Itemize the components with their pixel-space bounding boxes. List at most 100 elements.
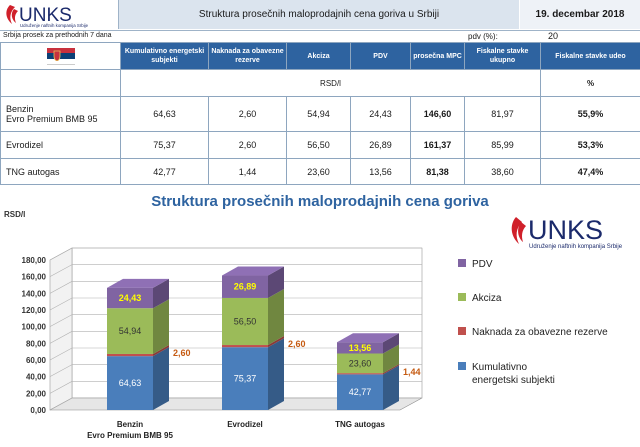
gridline (49, 297, 422, 311)
legend-label: Naknada za obavezne rezerve (472, 327, 608, 338)
cell-nak: 1,44 (208, 158, 287, 185)
legend-label: Kumulativno (472, 362, 527, 373)
bar-segment-side (383, 333, 399, 354)
pdv-label: pdv (%): (468, 32, 498, 41)
bar-segment-front (222, 275, 268, 298)
data-label: 54,94 (119, 326, 142, 336)
gridline (49, 281, 422, 294)
report-date: 19. decembar 2018 (520, 0, 640, 29)
cell-akc: 54,94 (286, 96, 351, 132)
legend-label: energetski subjekti (472, 375, 555, 386)
cell-kum: 42,77 (120, 158, 209, 185)
col-header-fiskalne-ukupno: Fiskalne stavke ukupno (464, 42, 541, 70)
logo-subtext: Udruženje naftnih kompanija Srbije (20, 23, 89, 28)
col-header-mpc: prosečna MPC (410, 42, 465, 70)
y-tick-label: 20,00 (26, 389, 47, 398)
legend-swatch (458, 259, 466, 267)
pdv-value: 20 (548, 31, 559, 41)
data-label: 64,63 (119, 378, 142, 388)
cell-fis: 85,99 (464, 131, 541, 159)
bar-segment-front (107, 287, 153, 309)
y-tick-label: 80,00 (26, 339, 47, 348)
logo-subtext: Udruženje naftnih kompanija Srbije (529, 244, 623, 250)
cell-udeo: 53,3% (540, 131, 640, 159)
unit-rsd: RSD/l (120, 69, 541, 97)
data-label: 13,56 (349, 343, 372, 353)
bar-segment-side (268, 336, 284, 348)
col-header-naknada: Naknada za obavezne rezerve (208, 42, 287, 70)
subheader-row: Srbija prosek za prethodnih 7 dana pdv (… (0, 30, 640, 43)
page-title: Struktura prosečnih maloprodajnih cena g… (119, 0, 519, 29)
bar-segment-side (153, 278, 169, 309)
bar-segment-front (337, 373, 383, 375)
cell-akc: 56,50 (286, 131, 351, 159)
col-header-pdv: PDV (350, 42, 411, 70)
cell-nak: 2,60 (208, 131, 287, 159)
bar-segment-front (337, 374, 383, 410)
fuel-name: TNG autogas (0, 158, 121, 185)
bar-segment-front (107, 353, 153, 357)
fuel-name: Evrodizel (0, 131, 121, 159)
cell-mpc: 161,37 (410, 131, 465, 159)
x-tick-sublabel: Evro Premium BMB 95 (87, 431, 173, 440)
price-table: Kumulativno energetski subjekti Naknada … (0, 42, 640, 185)
gridline (49, 264, 422, 277)
bar-segment-side (153, 299, 169, 354)
subtitle: Srbija prosek za prethodnih 7 dana (3, 32, 112, 39)
unks-logo-chart-graphic: UNKS Udruženje naftnih kompanija Srbije (511, 215, 623, 250)
bar-segment-side (153, 344, 169, 357)
bar-segment-side (153, 347, 169, 410)
cell-kum: 64,63 (120, 96, 209, 132)
cell-mpc: 146,60 (410, 96, 465, 132)
bar-segment-side (383, 365, 399, 410)
cell-pdv: 24,43 (350, 96, 411, 132)
bar-segment-side (268, 288, 284, 346)
data-label: 2,60 (173, 348, 191, 358)
bar-segment-side (383, 344, 399, 374)
legend-swatch (458, 293, 466, 301)
data-label: 42,77 (349, 387, 372, 397)
fuel-name: Benzin Evro Premium BMB 95 (0, 96, 121, 132)
y-tick-label: 40,00 (26, 373, 47, 382)
col-header-kumulativno: Kumulativno energetski subjekti (120, 42, 209, 70)
legend-label: Akciza (472, 293, 502, 304)
table-row: TNG autogas 42,77 1,44 23,60 13,56 81,38… (0, 158, 640, 185)
x-tick-label: TNG autogas (335, 420, 385, 429)
gridline (49, 247, 422, 261)
bar-segment-front (337, 353, 383, 374)
gridline (49, 347, 422, 361)
bar-segment-front (222, 345, 268, 348)
flag-cell (0, 42, 121, 70)
data-label: 26,89 (234, 282, 257, 292)
gridline (49, 364, 422, 377)
gridline (49, 314, 422, 327)
y-tick-label: 60,00 (26, 356, 47, 365)
gridline (49, 381, 422, 394)
table-row: Benzin Evro Premium BMB 95 64,63 2,60 54,… (0, 96, 640, 132)
bar-segment-front (222, 297, 268, 346)
unks-logo: UNKS Udruženje naftnih kompanija Srbije (0, 0, 119, 29)
data-label: 2,60 (288, 339, 306, 349)
col-header-fiskalne-udeo: Fiskalne stavke udeo (540, 42, 640, 70)
data-label: 75,37 (234, 374, 257, 384)
y-axis-label: RSD/l (4, 210, 25, 219)
header: UNKS Udruženje naftnih kompanija Srbije … (0, 0, 640, 30)
legend-label: PDV (472, 259, 493, 270)
cell-pdv: 26,89 (350, 131, 411, 159)
bar-segment-front (337, 342, 383, 354)
bar-segment-side (383, 364, 399, 375)
chart-side-wall (49, 247, 73, 411)
data-label: 56,50 (234, 316, 257, 326)
y-tick-label: 140,00 (22, 289, 47, 298)
legend-swatch (458, 362, 466, 370)
y-tick-label: 160,00 (22, 273, 47, 282)
cell-kum: 75,37 (120, 131, 209, 159)
cell-mpc: 81,38 (410, 158, 465, 185)
chart-title: Struktura prosečnih maloprodajnih cena g… (151, 193, 489, 210)
x-tick-label: Evrodizel (227, 420, 263, 429)
bar-segment-top (337, 333, 399, 343)
bar-segment-top (222, 266, 284, 276)
logo-text: UNKS (19, 5, 72, 26)
bar-segment-front (107, 308, 153, 354)
unks-logo-chart: UNKS Udruženje naftnih kompanija Srbije (508, 213, 633, 253)
